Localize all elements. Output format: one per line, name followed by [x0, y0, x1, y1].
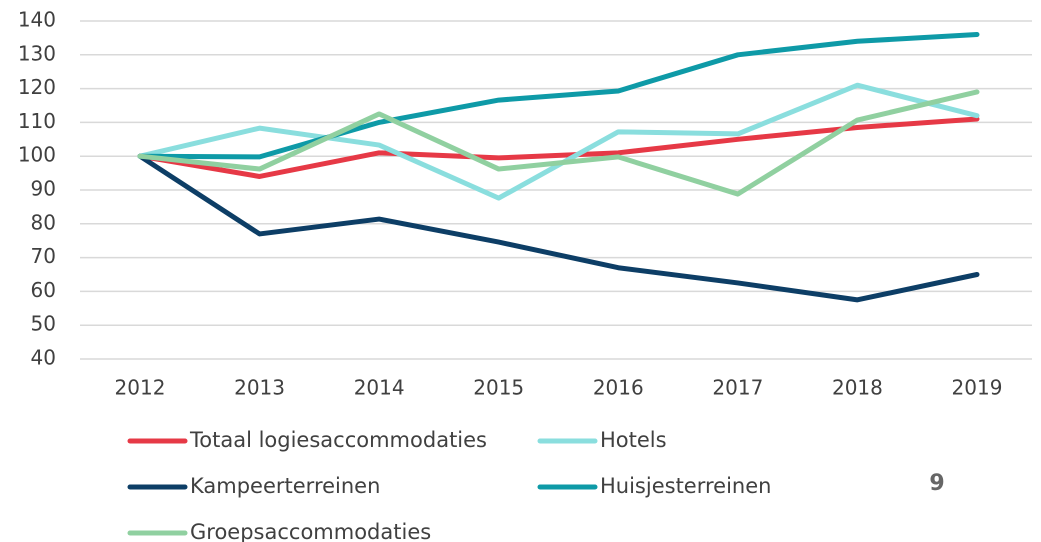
- y-tick-label: 40: [31, 346, 56, 370]
- data-line: [137, 32, 980, 160]
- legend-label: Groepsaccommodaties: [190, 520, 431, 542]
- y-tick-label: 50: [31, 312, 56, 336]
- x-tick-label: 2014: [354, 376, 405, 400]
- y-tick-label: 120: [18, 75, 56, 99]
- legend-label: Huisjesterreinen: [600, 474, 771, 498]
- page-number: 9: [929, 471, 944, 496]
- x-tick-label: 2012: [115, 376, 166, 400]
- x-tick-label: 2017: [712, 376, 763, 400]
- legend-label: Hotels: [600, 428, 667, 452]
- legend-label: Totaal logiesaccommodaties: [189, 428, 487, 452]
- x-tick-label: 2013: [234, 376, 285, 400]
- data-line: [137, 82, 980, 201]
- y-tick-label: 110: [18, 109, 56, 133]
- y-tick-label: 140: [18, 8, 56, 32]
- y-tick-label: 90: [31, 177, 56, 201]
- y-tick-label: 100: [18, 143, 56, 167]
- y-tick-label: 70: [31, 244, 56, 268]
- x-tick-label: 2018: [832, 376, 883, 400]
- x-tick-label: 2015: [473, 376, 524, 400]
- y-tick-label: 130: [18, 41, 56, 65]
- y-tick-label: 60: [31, 278, 56, 302]
- legend-label: Kampeerterreinen: [190, 474, 380, 498]
- x-tick-label: 2019: [952, 376, 1003, 400]
- data-line: [137, 153, 980, 303]
- data-line: [137, 89, 980, 197]
- y-tick-label: 80: [31, 210, 56, 234]
- x-tick-label: 2016: [593, 376, 644, 400]
